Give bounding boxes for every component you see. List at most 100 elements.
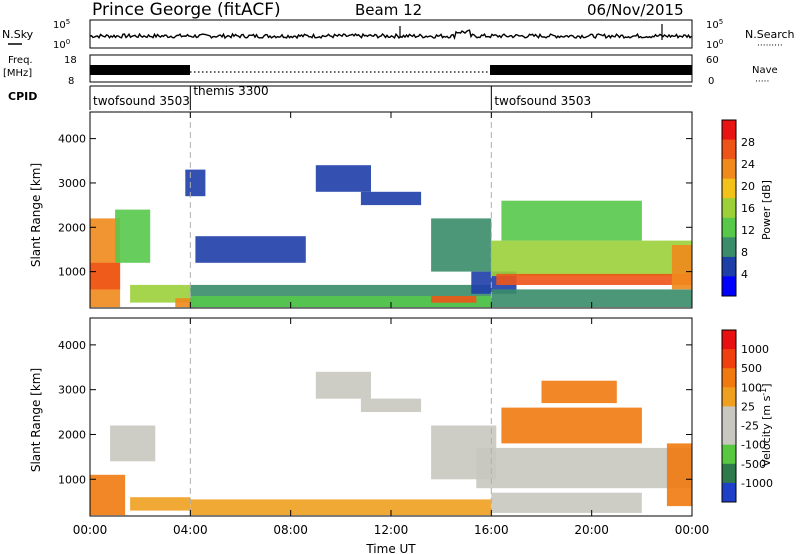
- nsky-label: N.Sky: [2, 28, 34, 41]
- echo-band: [90, 262, 121, 290]
- velocity-yticks: 1000 2000 3000 4000: [58, 339, 692, 486]
- freq-block-2: [490, 65, 692, 75]
- colorbar-swatch: [722, 387, 736, 407]
- echo-band: [431, 296, 477, 303]
- nsearch-legend-dots: ·········: [757, 41, 783, 51]
- colorbar-swatch: [722, 330, 736, 350]
- xtick-label: 12:00: [374, 523, 409, 537]
- noise-left-tick-hi: 105: [53, 18, 70, 31]
- ytick-label: 4000: [58, 339, 86, 352]
- echo-band: [360, 191, 422, 206]
- echo-band: [496, 273, 692, 285]
- ytick-label: 3000: [58, 384, 86, 397]
- nave-tick-lo: 0: [708, 76, 714, 87]
- velocity-colorbar: 1000 500 100 25 -25 -100 -500 -1000: [721, 329, 773, 503]
- colorbar-tick-label: 500: [741, 362, 762, 375]
- colorbar-swatch: [722, 178, 736, 199]
- freq-tick-hi: 18: [64, 55, 77, 66]
- echo-band: [130, 497, 191, 511]
- freq-label-line2: [MHz]: [3, 68, 32, 79]
- noise-left-tick-lo: 100: [53, 38, 70, 51]
- echo-band: [491, 289, 692, 308]
- time-axis-ticks: 00:00 04:00 08:00 12:00 16:00 20:00 00:00: [73, 112, 709, 537]
- nsky-trace: [89, 29, 692, 41]
- echo-band: [90, 218, 121, 308]
- colorbar-swatch: [722, 256, 736, 277]
- echo-band: [190, 499, 492, 516]
- freq-label-line1: Freq.: [8, 55, 33, 66]
- velocity-heatmap: [90, 371, 692, 516]
- ytick-label: 1000: [58, 266, 86, 279]
- xtick-label: 08:00: [273, 523, 308, 537]
- beam-label: Beam 12: [355, 1, 422, 19]
- colorbar-tick-label: 100: [741, 381, 762, 394]
- colorbar-swatch: [722, 406, 736, 426]
- colorbar-tick-label: 12: [741, 224, 755, 237]
- echo-band: [671, 245, 692, 290]
- noise-panel-frame: [89, 19, 693, 49]
- time-axis-label: Time UT: [365, 542, 416, 554]
- power-ylabel: Slant Range [km]: [29, 163, 43, 267]
- colorbar-tick-label: 8: [741, 246, 748, 259]
- colorbar-swatch: [722, 217, 736, 238]
- echo-band: [501, 407, 642, 444]
- echo-band: [315, 165, 371, 192]
- echo-band: [666, 443, 692, 507]
- colorbar-tick-label: -1000: [741, 477, 773, 490]
- ytick-label: 4000: [58, 133, 86, 146]
- echo-band: [476, 447, 692, 489]
- colorbar-tick-label: 20: [741, 180, 755, 193]
- cpid-mode-label: twofsound 3503: [93, 94, 190, 108]
- cpid-mode-label: twofsound 3503: [494, 94, 591, 108]
- colorbar-swatch: [722, 482, 736, 503]
- noise-right-tick-hi: 105: [706, 18, 723, 31]
- echo-band: [175, 298, 196, 308]
- ytick-label: 2000: [58, 221, 86, 234]
- echo-band: [491, 492, 642, 513]
- colorbar-tick-label: 25: [741, 400, 755, 413]
- colorbar-tick-label: 4: [741, 268, 748, 281]
- xtick-label: 16:00: [474, 523, 509, 537]
- colorbar-swatch: [722, 198, 736, 219]
- velocity-colorbar-label: Velocity [m s-1]: [759, 383, 774, 466]
- cpid-mode-label: themis 3300: [193, 84, 268, 98]
- echo-band: [431, 218, 492, 272]
- ytick-label: 2000: [58, 428, 86, 441]
- colorbar-frame: [721, 329, 737, 503]
- power-colorbar-label: Power [dB]: [760, 180, 773, 240]
- power-heatmap: [90, 165, 692, 308]
- ytick-label: 3000: [58, 177, 86, 190]
- echo-band: [541, 380, 617, 404]
- station-title: Prince George (fitACF): [92, 0, 281, 20]
- colorbar-swatch: [722, 463, 736, 484]
- xtick-label: 00:00: [73, 523, 108, 537]
- echo-band: [110, 425, 156, 462]
- colorbar-tick-label: 28: [741, 136, 755, 149]
- mode-change-lines: [189, 112, 492, 516]
- colorbar-swatch: [722, 276, 736, 297]
- colorbar-tick-label: -25: [741, 420, 759, 433]
- xtick-label: 04:00: [173, 523, 208, 537]
- colorbar-tick-label: -500: [741, 458, 766, 471]
- colorbar-frame: [721, 119, 737, 297]
- noise-right-tick-lo: 100: [706, 38, 723, 51]
- colorbar-swatch: [722, 349, 736, 369]
- echo-band: [190, 296, 492, 308]
- colorbar-swatch: [722, 425, 736, 446]
- colorbar-swatch: [722, 120, 736, 141]
- nsearch-label: N.Search: [745, 28, 795, 41]
- ytick-label: 1000: [58, 473, 86, 486]
- echo-band: [501, 200, 642, 241]
- echo-band: [360, 398, 422, 412]
- echo-band: [90, 474, 126, 516]
- colorbar-swatch: [722, 139, 736, 160]
- nave-legend-dots: ·····: [755, 77, 769, 87]
- colorbar-swatch: [722, 237, 736, 258]
- xtick-label: 20:00: [574, 523, 609, 537]
- colorbar-tick-label: 1000: [741, 343, 769, 356]
- power-yticks: 1000 2000 3000 4000: [58, 133, 692, 279]
- colorbar-swatch: [722, 368, 736, 388]
- colorbar-swatch: [722, 444, 736, 465]
